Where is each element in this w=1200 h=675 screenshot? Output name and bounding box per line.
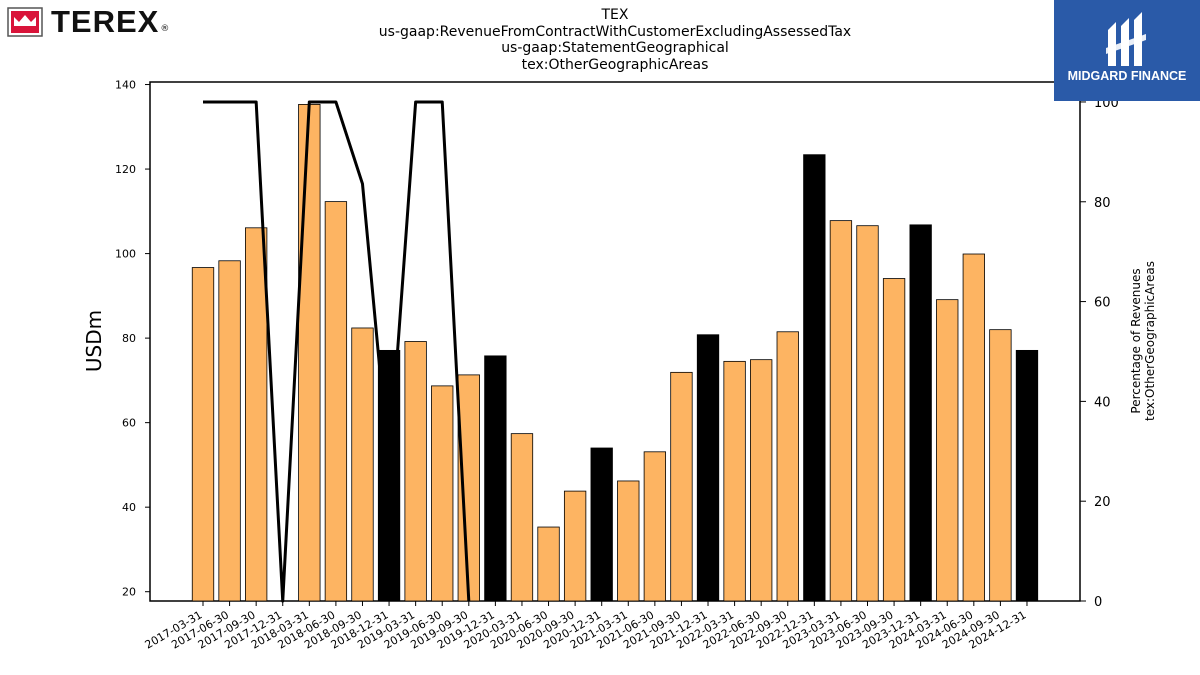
bar-2018-03-31	[298, 104, 321, 602]
bar-2020-06-30	[537, 526, 560, 602]
chart-title-member: tex:OtherGeographicAreas	[521, 57, 709, 73]
y-tick-label: 60	[122, 417, 136, 430]
bar-2018-09-30	[351, 327, 374, 602]
bar-2020-09-30	[563, 490, 587, 602]
bar-2023-12-31	[909, 224, 932, 602]
y2-tick-label: 40	[1094, 395, 1111, 410]
bar-2021-09-30	[670, 371, 693, 602]
plot-frame	[149, 81, 1081, 602]
bar-2022-03-31	[723, 360, 746, 602]
bar-2017-06-30	[218, 260, 241, 602]
right-axis-label: Percentage of Revenuestex:OtherGeographi…	[1129, 261, 1157, 421]
bar-2023-03-31	[829, 220, 853, 602]
bar-2020-03-31	[510, 433, 534, 602]
chart-title-concept: us-gaap:RevenueFromContractWithCustomerE…	[378, 24, 852, 40]
terex-logo: TEREX ®	[7, 4, 170, 39]
y2-label-line: Percentage of Revenues	[1129, 268, 1143, 413]
bar-2017-09-30	[245, 227, 268, 602]
bar-2024-06-30	[962, 253, 985, 602]
midgard-wordmark: MIDGARD FINANCE	[1067, 69, 1187, 83]
registered-mark: ®	[160, 24, 170, 34]
bar-2023-09-30	[882, 278, 906, 602]
bar-2022-09-30	[776, 331, 799, 602]
y-tick-label: 140	[115, 79, 136, 92]
bar-2021-06-30	[643, 451, 667, 602]
y2-tick-label: 60	[1094, 296, 1111, 311]
terex-crown-icon	[7, 7, 43, 37]
bar-2020-12-31	[590, 447, 613, 602]
y-tick-label: 100	[115, 248, 136, 261]
bar-2023-06-30	[856, 225, 879, 602]
bar-2022-06-30	[750, 359, 773, 602]
y2-tick-label: 0	[1094, 595, 1102, 610]
percentage-line	[203, 100, 471, 603]
x-axis-ticks: 2017-03-312017-06-302017-09-302017-12-31…	[143, 601, 1028, 652]
bar-2019-03-31	[404, 341, 427, 602]
y2-tick-label: 80	[1094, 196, 1111, 211]
bar-2024-09-30	[989, 329, 1012, 602]
bar-2019-06-30	[431, 385, 454, 602]
y-tick-label: 40	[122, 501, 136, 514]
bar-2024-03-31	[936, 299, 959, 602]
y2-label-line: tex:OtherGeographicAreas	[1143, 261, 1157, 421]
bar-2019-09-30	[457, 374, 480, 602]
midgard-logo: MIDGARD FINANCE	[1054, 0, 1200, 101]
left-axis-ticks: 20 40 60 80 100 120 140	[115, 79, 150, 599]
bar-2021-12-31	[696, 334, 720, 602]
chart-title-axis: us-gaap:StatementGeographical	[501, 40, 729, 56]
y-tick-label: 80	[122, 332, 136, 345]
bar-2021-03-31	[617, 480, 640, 602]
bar-2018-06-30	[324, 201, 348, 602]
y-tick-label: 120	[115, 163, 136, 176]
chart-title-ticker: TEX	[601, 7, 629, 23]
bar-2017-03-31	[191, 267, 215, 602]
bar-2022-12-31	[803, 154, 826, 602]
percentage-line-layer	[203, 100, 471, 603]
terex-wordmark: TEREX	[51, 4, 160, 39]
y-axis-label: USDm	[82, 310, 106, 372]
midgard-emblem-icon	[1106, 12, 1146, 66]
y2-tick-label: 20	[1094, 495, 1111, 510]
bar-2019-12-31	[484, 355, 507, 602]
bar-2024-12-31	[1015, 349, 1039, 602]
bars	[191, 104, 1039, 602]
y-tick-label: 20	[122, 586, 136, 599]
